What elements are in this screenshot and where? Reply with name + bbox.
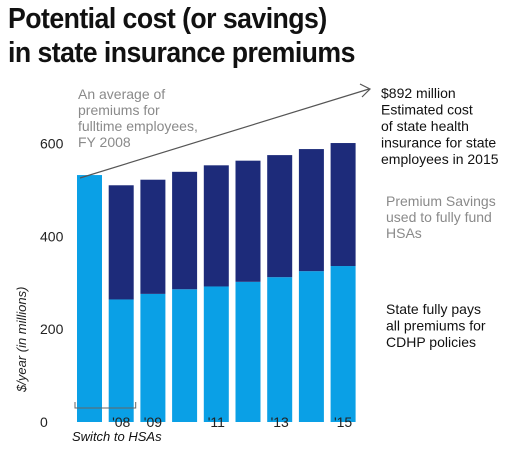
cost-arrow-line <box>79 88 370 179</box>
switch-note: Switch to HSAs <box>72 429 162 444</box>
title-line-2: in state insurance premiums <box>8 37 355 69</box>
bar-savings-5 <box>235 160 261 282</box>
title-line-1: Potential cost (or savings) <box>8 3 327 35</box>
bar-savings-3 <box>172 171 198 290</box>
y-tick-label-200: 200 <box>40 321 64 337</box>
bars-group <box>77 143 356 422</box>
x-tick-label-0: '08 <box>112 414 130 430</box>
y-axis-label: $/year (in millions) <box>14 287 29 393</box>
bar-state-pays-5 <box>235 281 261 422</box>
savings-legend-line-1: used to fully fund <box>386 209 492 225</box>
bar-state-pays-7 <box>298 271 324 422</box>
bar-savings-4 <box>203 165 229 287</box>
bar-state-pays-1 <box>108 299 134 422</box>
cost-note-line-2: of state health <box>381 118 469 134</box>
x-tick-label-3: '13 <box>271 414 289 430</box>
cost-arrow-head <box>359 83 372 98</box>
switch-bracket <box>74 402 137 409</box>
bar-savings-7 <box>298 149 324 272</box>
y-tick-label-0: 0 <box>40 414 48 430</box>
bar-savings-8 <box>330 143 356 267</box>
cost-note-line-1: Estimated cost <box>381 102 473 118</box>
bar-savings-1 <box>108 185 134 300</box>
savings-legend-line-2: HSAs <box>386 225 422 241</box>
avg-note-line-1: premiums for <box>78 102 160 118</box>
cost-note-line-3: insurance for state <box>381 135 496 151</box>
cost-note-line-4: employees in 2015 <box>381 151 499 167</box>
x-tick-label-1: '09 <box>144 414 162 430</box>
bar-state-pays-6 <box>267 277 293 422</box>
avg-note-line-3: FY 2008 <box>78 134 131 150</box>
pays-legend-line-2: CDHP policies <box>386 334 476 350</box>
pays-legend-line-1: all premiums for <box>386 318 486 334</box>
savings-legend-line-0: Premium Savings <box>386 193 496 209</box>
y-tick-label-600: 600 <box>40 136 64 152</box>
bar-state-pays-4 <box>203 286 229 422</box>
avg-note-line-2: fulltime employees, <box>78 118 198 134</box>
bar-state-pays-0 <box>77 175 102 422</box>
x-ticks-group: '08 '09 '11 '13 '15 <box>74 402 352 430</box>
x-tick-label-4: '15 <box>334 414 352 430</box>
avg-note-line-0: An average of <box>78 86 165 102</box>
bar-savings-6 <box>267 155 293 278</box>
bar-savings-2 <box>140 179 166 294</box>
bar-state-pays-2 <box>140 293 166 422</box>
chart-title: Potential cost (or savings) in state ins… <box>8 2 473 70</box>
pays-legend-line-0: State fully pays <box>386 301 481 317</box>
x-tick-label-2: '11 <box>208 414 225 430</box>
cost-note-line-0: $892 million <box>381 85 456 101</box>
bar-state-pays-8 <box>330 266 356 422</box>
y-tick-label-400: 400 <box>40 228 64 244</box>
bar-state-pays-3 <box>172 289 198 422</box>
y-ticks-group: 0 200 400 600 $/year (in millions) <box>14 136 64 431</box>
